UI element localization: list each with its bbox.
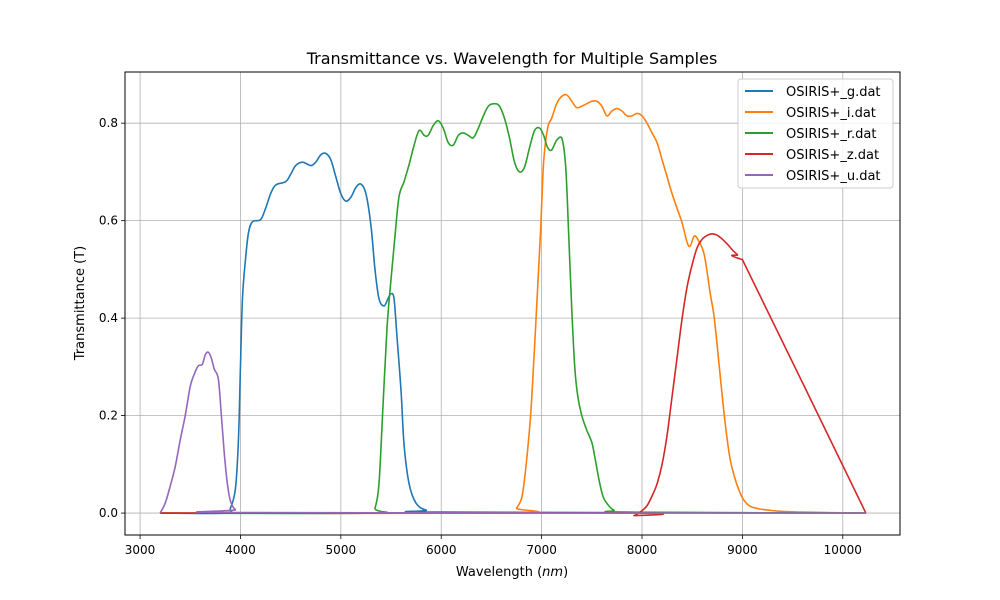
x-tick-label: 10000 — [824, 543, 862, 557]
y-tick-label: 0.8 — [99, 116, 118, 130]
series-line — [160, 152, 866, 515]
legend-label: OSIRIS+_z.dat — [786, 148, 879, 163]
x-tick-label: 7000 — [526, 543, 557, 557]
x-axis-label: Wavelength (nm) — [456, 565, 568, 580]
series-line — [160, 102, 866, 515]
legend-label: OSIRIS+_u.dat — [786, 169, 881, 184]
plot-frame — [124, 71, 901, 536]
legend-label: OSIRIS+_g.dat — [786, 85, 881, 100]
series-line — [160, 93, 866, 515]
legend-label: OSIRIS+_r.dat — [786, 127, 876, 142]
x-tick-label: 9000 — [727, 543, 758, 557]
x-tick-label: 4000 — [225, 543, 256, 557]
y-tick-label: 0.2 — [99, 409, 118, 423]
y-tick-label: 0.6 — [99, 214, 118, 228]
x-tick-label: 6000 — [426, 543, 457, 557]
chart-title: Transmittance vs. Wavelength for Multipl… — [306, 49, 718, 68]
x-tick-label: 8000 — [627, 543, 658, 557]
legend-label: OSIRIS+_i.dat — [786, 106, 876, 121]
axis-ticks: 3000 4000 5000 6000 7000 8000 9000 10000 0.0 0.2 0… — [99, 116, 862, 557]
legend-box — [737, 78, 894, 189]
series-lines — [159, 93, 867, 517]
y-tick-label: 0.4 — [99, 311, 118, 325]
x-tick-label: 3000 — [125, 543, 156, 557]
y-axis-label: Transmittance (T) — [73, 246, 88, 361]
x-tick-label: 5000 — [326, 543, 357, 557]
series-line — [159, 351, 866, 514]
legend: OSIRIS+_g.dat OSIRIS+_i.dat OSIRIS+_r.dat O… — [737, 78, 894, 189]
y-tick-label: 0.0 — [99, 506, 118, 520]
